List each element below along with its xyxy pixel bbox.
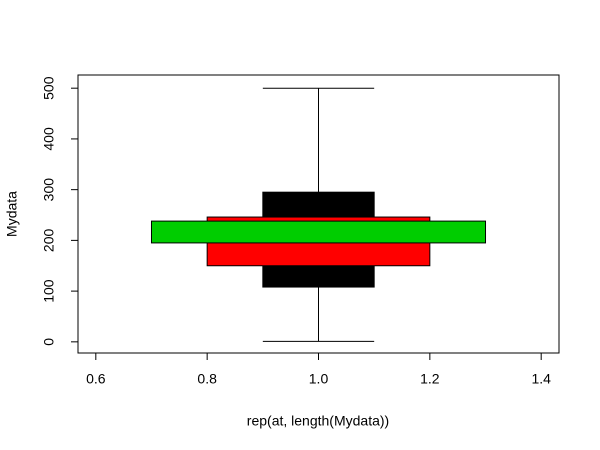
- x-axis-label: rep(at, length(Mydata)): [247, 413, 389, 429]
- x-tick-label: 0.8: [197, 371, 217, 387]
- y-tick-label: 200: [41, 228, 57, 252]
- x-tick-label: 1.0: [309, 371, 329, 387]
- box: [150, 220, 487, 244]
- x-tick-label: 1.2: [420, 371, 440, 387]
- y-tick-label: 400: [41, 127, 57, 151]
- x-tick-label: 1.4: [531, 371, 551, 387]
- x-tick-label: 0.6: [86, 371, 106, 387]
- y-tick-label: 300: [41, 178, 57, 202]
- y-axis-label: Mydata: [4, 191, 20, 237]
- y-tick-label: 0: [41, 338, 57, 346]
- y-tick-label: 500: [41, 76, 57, 100]
- y-tick-label: 100: [41, 279, 57, 303]
